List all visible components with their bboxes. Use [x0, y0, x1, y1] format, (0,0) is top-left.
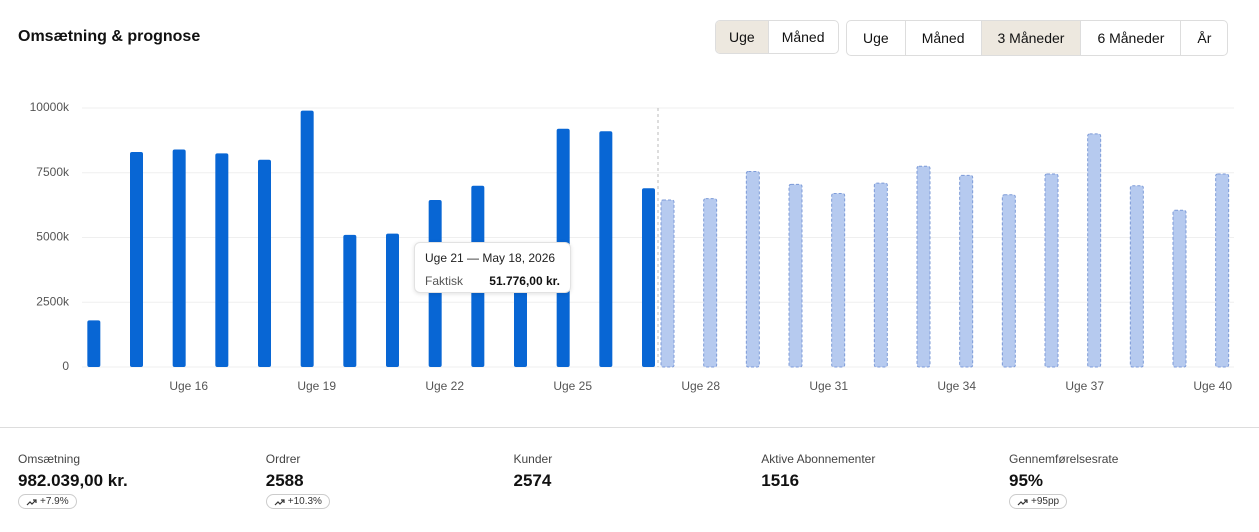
- bar: [386, 233, 399, 367]
- toggle-button[interactable]: År: [1180, 21, 1227, 55]
- y-tick-label: 2500k: [36, 294, 70, 308]
- bar: [258, 159, 271, 367]
- x-tick-label: Uge 31: [809, 379, 848, 393]
- stat-label: Omsætning: [18, 452, 81, 466]
- x-tick-label: Uge 22: [425, 379, 464, 393]
- y-tick-label: 0: [62, 359, 69, 373]
- stat-label: Kunder: [513, 452, 553, 466]
- tooltip-value: 51.776,00 kr.: [489, 274, 560, 288]
- bar: [1129, 185, 1144, 368]
- change-text: +7.9%: [40, 496, 69, 507]
- bar: [300, 110, 314, 367]
- trend-icon: [274, 498, 285, 505]
- granularity-toggle: Uge Måned: [715, 20, 839, 54]
- stat-value: 95%: [1009, 471, 1044, 490]
- x-tick-label: Uge 28: [681, 379, 720, 393]
- bar: [1044, 173, 1059, 368]
- x-tick-label: Uge 19: [297, 379, 336, 393]
- stat: Ordrer 2588 +10.3%: [265, 452, 330, 511]
- separator: [0, 427, 1259, 428]
- bar: [215, 153, 229, 367]
- x-tick-label: Uge 25: [553, 379, 592, 393]
- bar: [660, 199, 675, 368]
- toggle-button[interactable]: Måned: [904, 21, 981, 55]
- toggle-button[interactable]: Uge: [863, 30, 889, 46]
- bar: [343, 234, 357, 367]
- stat-value: 982.039,00 kr.: [18, 471, 128, 490]
- bar: [130, 152, 143, 367]
- bar: [87, 320, 101, 367]
- bar: [642, 188, 655, 367]
- bar: [873, 182, 888, 368]
- stat: Kunder 2574: [514, 452, 553, 491]
- range-toggle: Uge Måned 3 Måneder 6 Måneder År: [846, 20, 1229, 56]
- y-tick-label: 7500k: [36, 165, 70, 179]
- bar: [1087, 133, 1102, 368]
- stat-label: Aktive Abonnementer: [761, 452, 876, 466]
- y-tick-label: 10000k: [30, 100, 70, 114]
- stat: Aktive Abonnementer 1516: [761, 452, 875, 491]
- stat-value: 1516: [761, 471, 800, 490]
- trend-icon: [1017, 498, 1028, 505]
- tooltip-label: Faktisk: [425, 274, 464, 288]
- title: Omsætning & prognose: [18, 28, 201, 45]
- bar: [745, 170, 760, 368]
- stat: Omsætning 982.039,00 kr. +7.9%: [18, 452, 128, 511]
- trend-icon: [26, 498, 37, 505]
- chart: 0 2500k 5000k 7500k 10000k Uge 16 Uge 19 Uge 22…: [30, 100, 1234, 393]
- tooltip-row: Faktisk 51.776,00 kr.: [425, 274, 560, 288]
- x-tick-label: Uge 40: [1193, 379, 1232, 393]
- stat-value: 2574: [513, 471, 552, 490]
- change-text: +95pp: [1031, 496, 1060, 507]
- change-badge: +95pp: [1009, 494, 1068, 509]
- stat-label: Gennemførelsesrate: [1009, 452, 1119, 466]
- stat-value: 2588: [265, 471, 304, 490]
- tooltip: Uge 21 — May 18, 2026 Faktisk 51.776,00 …: [414, 242, 571, 293]
- bar: [172, 149, 186, 367]
- stat-label: Ordrer: [265, 452, 301, 466]
- bar: [1215, 173, 1230, 368]
- bar: [703, 198, 718, 368]
- x-tick-label: Uge 34: [937, 379, 976, 393]
- stat: Gennemførelsesrate 95% +95pp: [1009, 452, 1118, 511]
- tooltip-title: Uge 21 — May 18, 2026: [425, 251, 556, 265]
- change-badge: +7.9%: [18, 494, 77, 509]
- toggle-button[interactable]: 3 Måneder: [980, 21, 1081, 55]
- bar: [1172, 209, 1187, 368]
- change-badge: +10.3%: [265, 494, 330, 509]
- y-tick-label: 5000k: [36, 230, 70, 244]
- bar: [599, 131, 613, 367]
- bar: [788, 183, 803, 368]
- toggle-button[interactable]: 6 Måneder: [1080, 21, 1180, 55]
- bar: [916, 165, 931, 368]
- toggle-button[interactable]: Uge: [716, 21, 768, 53]
- bar: [959, 174, 974, 368]
- bar: [1001, 194, 1016, 368]
- x-tick-label: Uge 16: [169, 379, 208, 393]
- bar: [831, 192, 846, 368]
- x-tick-label: Uge 37: [1065, 379, 1104, 393]
- change-text: +10.3%: [287, 496, 322, 507]
- toggle-button[interactable]: Måned: [767, 21, 838, 53]
